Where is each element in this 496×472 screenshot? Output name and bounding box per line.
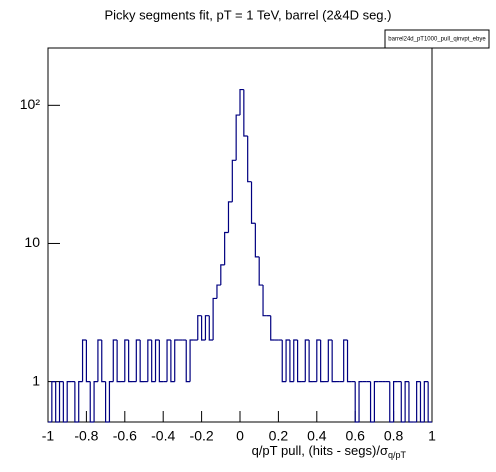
histogram-bin <box>343 339 348 382</box>
histogram-bin <box>354 381 360 423</box>
x-tick-label: 0.2 <box>269 428 289 444</box>
x-tick-label: 0.6 <box>345 428 365 444</box>
histogram-bin <box>293 339 298 382</box>
x-axis-label-sub: q/pT <box>388 450 407 460</box>
x-tick-label: 0.4 <box>307 428 327 444</box>
histogram-bin <box>174 339 179 382</box>
histogram-bin <box>235 114 240 161</box>
y-tick-label: 1 <box>32 372 40 388</box>
histogram-bin <box>124 339 129 382</box>
histogram-bin <box>247 135 252 183</box>
histogram-bin <box>85 340 91 383</box>
histogram-bin <box>239 88 244 116</box>
histogram-bin <box>331 340 336 383</box>
histogram-bin <box>285 339 290 382</box>
histogram-bin <box>427 381 432 423</box>
histogram-bin <box>404 381 409 422</box>
histogram-bin <box>358 381 363 422</box>
x-tick-label: -0.8 <box>74 428 98 444</box>
x-axis-label-main: q/pT pull, (hits - segs)/σ <box>252 443 388 458</box>
histogram-bin <box>116 340 121 383</box>
x-tick-label: -0.6 <box>113 428 137 444</box>
histogram-bin <box>320 340 325 383</box>
histogram-bin <box>258 256 264 286</box>
histogram-bin <box>135 339 141 382</box>
histogram-bin <box>74 381 79 423</box>
histogram-bin <box>373 381 379 422</box>
histogram-bin <box>389 381 394 423</box>
histogram-bin <box>262 285 267 317</box>
histogram-bin <box>185 340 191 383</box>
histogram-bin <box>62 381 68 423</box>
x-tick-label: -0.4 <box>151 428 175 444</box>
histogram-bin <box>170 340 175 383</box>
y-tick-label: 10² <box>20 96 41 112</box>
histogram-bin <box>189 339 194 382</box>
histogram-bin <box>108 381 114 422</box>
histogram-bin <box>281 340 287 383</box>
histogram-bin <box>416 381 421 422</box>
x-tick-label: 0.8 <box>384 428 404 444</box>
x-tick-label: 1 <box>428 428 436 444</box>
histogram-bin <box>400 381 406 423</box>
y-tick-label: 10 <box>24 234 40 250</box>
histogram-bin <box>212 297 217 341</box>
x-tick-label: -1 <box>42 428 55 444</box>
stat-box <box>384 29 490 49</box>
histogram-bin <box>408 381 413 423</box>
histogram-bin <box>216 284 221 299</box>
histogram-bin <box>154 339 160 382</box>
x-tick-label: 0 <box>236 428 244 444</box>
histogram-bin <box>97 339 102 382</box>
histogram-bin <box>81 339 87 382</box>
histogram-bin <box>231 159 237 202</box>
histogram-bin <box>204 315 210 341</box>
histogram-bin <box>66 381 72 422</box>
histogram-bin <box>208 315 214 341</box>
histogram-bin <box>270 315 275 341</box>
histogram-bin <box>243 89 248 137</box>
x-tick-label: -0.2 <box>190 428 214 444</box>
histogram-bin <box>151 340 156 383</box>
histogram-bin <box>166 339 171 382</box>
histogram-bin <box>89 381 95 423</box>
histogram-bin <box>254 223 260 258</box>
histogram-bin <box>158 340 164 383</box>
histogram-bin <box>51 381 56 422</box>
histogram-bin <box>112 339 118 382</box>
histogram-bin <box>304 339 310 382</box>
histogram-bin <box>393 381 398 422</box>
histogram-bin <box>147 339 152 382</box>
histogram-bin <box>101 340 106 383</box>
stat-box-label: barrel24d_pT1000_pull_qinvpt_ebye <box>388 37 486 43</box>
histogram-bin <box>227 201 233 233</box>
histogram-bin <box>58 381 64 422</box>
histogram-bin <box>308 340 313 383</box>
histogram-bin <box>55 381 60 423</box>
histogram-bin <box>201 315 206 341</box>
histogram-bin <box>289 340 294 383</box>
histogram-bin <box>78 381 83 422</box>
histogram-bin <box>197 315 202 341</box>
histogram-bin <box>128 340 133 383</box>
histogram-bin <box>346 340 352 383</box>
histogram-bin <box>316 339 321 382</box>
histogram-bin <box>224 231 229 265</box>
chart-title: Picky segments fit, pT = 1 TeV, barrel (… <box>105 7 392 22</box>
histogram-bin <box>105 381 110 423</box>
histogram-bin <box>369 381 375 423</box>
histogram-bin <box>423 381 429 422</box>
histogram-bin <box>250 181 256 224</box>
histogram-bin <box>327 339 333 382</box>
histogram-bin <box>139 340 144 383</box>
histogram-bin <box>220 264 225 286</box>
histogram-bin <box>419 381 425 423</box>
x-axis-label: q/pT pull, (hits - segs)/σq/pT <box>252 443 407 460</box>
histogram-bin <box>93 381 98 422</box>
histogram-bin <box>297 340 302 383</box>
